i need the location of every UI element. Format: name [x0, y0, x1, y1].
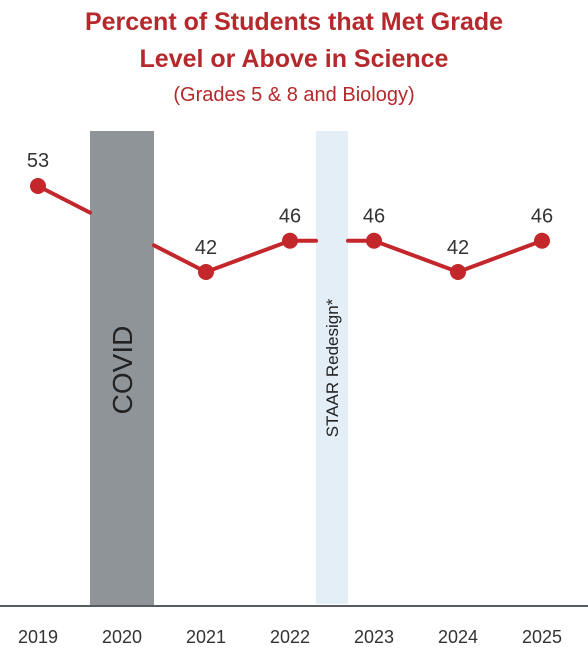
data-label: 42 — [447, 237, 469, 259]
data-point — [30, 178, 46, 194]
chart-title-line2: Level or Above in Science — [139, 45, 449, 73]
data-point — [198, 264, 214, 280]
staar-redesign-band — [316, 131, 348, 604]
x-tick-label: 2022 — [270, 627, 310, 647]
x-tick-label: 2025 — [522, 627, 562, 647]
x-tick-label: 2020 — [102, 627, 142, 647]
data-point — [282, 232, 298, 249]
x-tick-label: 2023 — [354, 627, 394, 647]
x-tick-label: 2024 — [438, 627, 478, 647]
x-tick-label: 2019 — [18, 627, 58, 647]
data-label: 46 — [363, 206, 385, 228]
data-point — [534, 232, 550, 249]
series-segment — [36, 184, 92, 215]
x-tick-label: 2021 — [186, 627, 226, 647]
series-layer: 53 42 46 46 42 46 — [27, 150, 553, 280]
series-segment — [456, 238, 544, 274]
data-point — [450, 264, 466, 280]
chart-title-line1: Percent of Students that Met Grade — [84, 8, 504, 36]
series-segment — [204, 238, 292, 274]
data-label: 42 — [195, 237, 217, 259]
series-segment — [152, 243, 208, 274]
covid-band-label: COVID — [107, 326, 138, 415]
chart-subtitle: (Grades 5 & 8 and Biology) — [173, 84, 415, 106]
data-label: 53 — [27, 150, 49, 172]
data-point — [366, 232, 382, 249]
covid-band — [90, 131, 154, 606]
x-tick-labels: 2019 2020 2021 2022 2023 2024 2025 — [18, 627, 562, 647]
data-label: 46 — [531, 206, 553, 228]
series-segment — [372, 238, 460, 274]
data-label: 46 — [279, 206, 301, 228]
staar-redesign-label: STAAR Redesign* — [323, 298, 342, 437]
